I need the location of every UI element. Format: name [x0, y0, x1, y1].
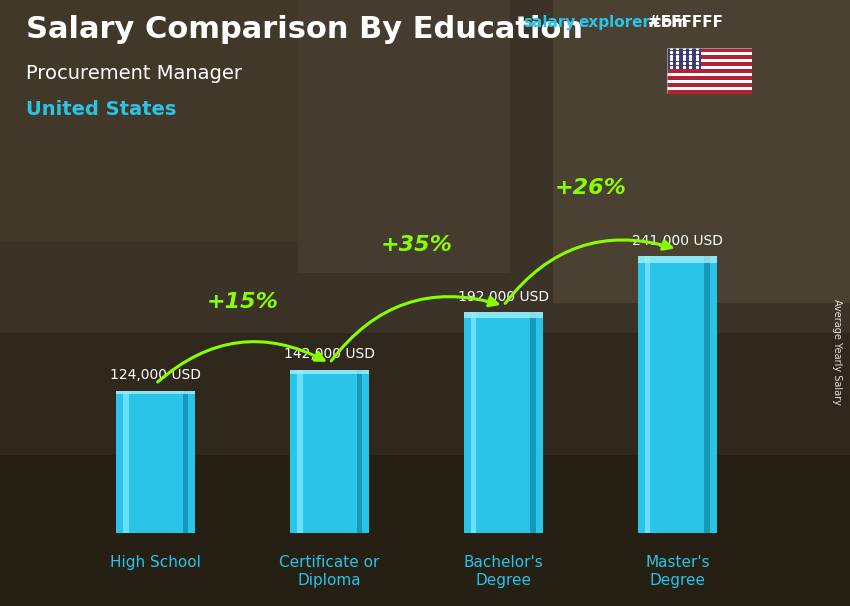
- Text: 124,000 USD: 124,000 USD: [110, 368, 201, 382]
- Bar: [638, 256, 717, 533]
- Text: Average Yearly Salary: Average Yearly Salary: [832, 299, 842, 404]
- Bar: [667, 80, 752, 84]
- Bar: [0, 0, 298, 242]
- Text: +35%: +35%: [381, 235, 452, 255]
- Bar: [667, 76, 752, 80]
- Text: salary: salary: [523, 15, 575, 30]
- Bar: [638, 256, 717, 263]
- Bar: [667, 56, 752, 59]
- Text: Salary Comparison By Education: Salary Comparison By Education: [26, 15, 582, 44]
- Bar: [667, 52, 752, 56]
- Bar: [464, 313, 542, 318]
- Bar: [667, 66, 752, 70]
- Bar: [464, 313, 542, 533]
- Text: Bachelor's
Degree: Bachelor's Degree: [463, 555, 543, 588]
- Bar: [0, 0, 850, 333]
- Bar: [471, 313, 477, 533]
- Bar: [667, 62, 752, 66]
- Bar: [667, 90, 752, 94]
- Text: +26%: +26%: [554, 178, 626, 198]
- Bar: [667, 87, 752, 90]
- Text: 241,000 USD: 241,000 USD: [632, 233, 723, 248]
- Text: explorer: explorer: [578, 15, 650, 30]
- Text: United States: United States: [26, 100, 176, 119]
- Text: +15%: +15%: [207, 292, 279, 312]
- Bar: [291, 370, 369, 533]
- Bar: [297, 370, 303, 533]
- Bar: [0, 333, 850, 454]
- Text: 192,000 USD: 192,000 USD: [458, 290, 549, 304]
- Bar: [291, 370, 369, 374]
- Bar: [116, 391, 195, 394]
- Bar: [356, 370, 362, 533]
- Text: #FFFFFF: #FFFFFF: [648, 15, 722, 30]
- Bar: [667, 48, 752, 52]
- Bar: [667, 48, 701, 70]
- Bar: [667, 70, 752, 73]
- Text: Certificate or
Diploma: Certificate or Diploma: [280, 555, 380, 588]
- Bar: [0, 454, 850, 606]
- Bar: [667, 59, 752, 62]
- Text: Procurement Manager: Procurement Manager: [26, 64, 241, 82]
- Text: Master's
Degree: Master's Degree: [645, 555, 710, 588]
- Bar: [645, 256, 650, 533]
- Text: 142,000 USD: 142,000 USD: [284, 347, 375, 361]
- Bar: [116, 391, 195, 533]
- Bar: [183, 391, 188, 533]
- Bar: [298, 0, 510, 273]
- Bar: [667, 84, 752, 87]
- Text: High School: High School: [110, 555, 201, 570]
- Bar: [552, 0, 850, 303]
- Bar: [123, 391, 128, 533]
- Text: .com: .com: [648, 15, 689, 30]
- Bar: [530, 313, 536, 533]
- Bar: [705, 256, 710, 533]
- Bar: [667, 73, 752, 76]
